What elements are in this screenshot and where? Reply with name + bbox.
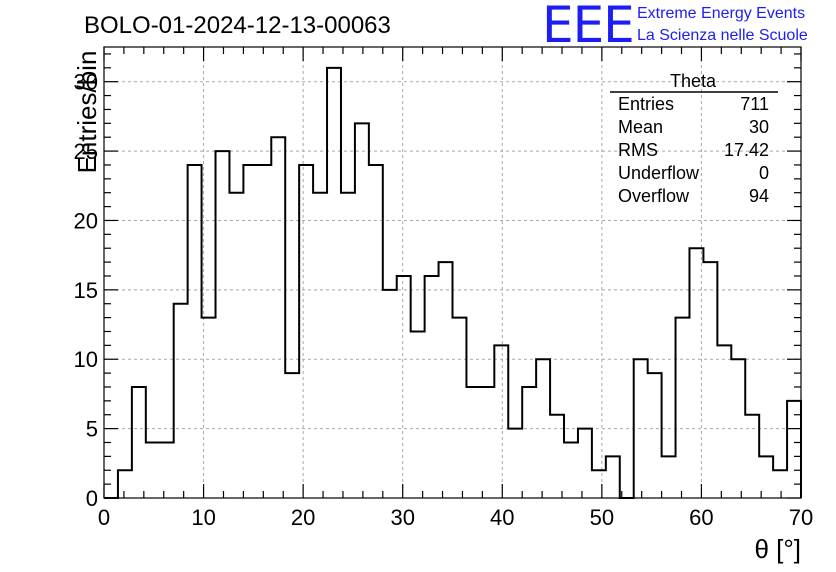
histogram-bin: [369, 165, 383, 498]
logo-text: EEE: [542, 0, 634, 54]
histogram-bin: [606, 456, 620, 498]
eee-logo: EEE Extreme Energy Events La Scienza nel…: [542, 0, 808, 54]
histogram-bin: [466, 387, 480, 498]
histogram-bin: [703, 262, 717, 498]
histogram-bin: [536, 359, 550, 498]
histogram-bin: [257, 165, 271, 498]
histogram-bin: [564, 442, 578, 498]
histogram-bin: [229, 193, 243, 498]
x-axis: 0 10 20 30 40 50 60 70: [98, 47, 813, 530]
histogram-bin: [118, 470, 132, 498]
histogram-bin: [174, 304, 188, 498]
histogram-bin: [341, 193, 355, 498]
histogram-bin: [202, 318, 216, 498]
histogram-bin: [397, 276, 411, 498]
x-tick-label: 10: [191, 505, 215, 530]
histogram-bin: [160, 442, 174, 498]
logo-line-1: Extreme Energy Events: [637, 5, 805, 22]
stats-row-value: 30: [749, 117, 769, 137]
histogram-bin: [676, 318, 690, 498]
histogram-bin: [494, 345, 508, 498]
histogram-bin: [550, 415, 564, 498]
histogram-bin: [522, 387, 536, 498]
histogram-bin: [383, 290, 397, 498]
stats-row-label: Underflow: [618, 163, 700, 183]
histogram-outline: [104, 66, 802, 499]
chart-title: BOLO-01-2024-12-13-00063: [84, 12, 391, 39]
histogram-bin: [689, 248, 703, 498]
histogram-bin: [327, 68, 341, 498]
histogram-bin: [578, 429, 592, 498]
histogram-bin: [355, 123, 369, 498]
stats-row-label: Entries: [618, 94, 674, 114]
histogram-bin: [731, 359, 745, 498]
histogram-bin: [285, 373, 299, 498]
x-axis-label: θ [°]: [754, 534, 801, 564]
y-tick-label: 15: [74, 278, 98, 303]
stats-row-value: 711: [740, 94, 769, 114]
y-tick-label: 5: [86, 417, 98, 442]
x-tick-label: 70: [789, 505, 813, 530]
histogram-bin: [439, 262, 453, 498]
histogram-bin: [745, 415, 759, 498]
y-axis-label: Entries/bin: [72, 51, 102, 174]
histogram-bin: [787, 401, 801, 498]
histogram-steps: [104, 66, 802, 499]
histogram-bin: [773, 470, 787, 498]
histogram-bin: [132, 387, 146, 498]
stats-row-value: 17.42: [724, 140, 769, 160]
histogram-bin: [188, 165, 202, 498]
histogram-bin: [313, 193, 327, 498]
histogram-bin: [592, 470, 606, 498]
histogram-bin: [453, 318, 467, 498]
stats-row-label: Overflow: [618, 186, 690, 206]
histogram-bin: [648, 373, 662, 498]
x-tick-label: 50: [590, 505, 614, 530]
stats-row-label: Mean: [618, 117, 663, 137]
histogram-bin: [480, 387, 494, 498]
stats-row-label: RMS: [618, 140, 658, 160]
x-tick-label: 60: [689, 505, 713, 530]
stats-box: Theta Entries 711 Mean 30 RMS 17.42 Underflow 0…: [610, 71, 778, 206]
x-tick-label: 0: [98, 505, 110, 530]
histogram-bin: [717, 345, 731, 498]
histogram-bin: [271, 137, 285, 498]
x-tick-label: 30: [390, 505, 414, 530]
y-tick-label: 0: [86, 486, 98, 511]
histogram-bin: [425, 276, 439, 498]
x-tick-label: 20: [291, 505, 315, 530]
stats-row-value: 94: [749, 186, 769, 206]
y-axis: 0 5 10 15 20 25 30: [74, 53, 801, 511]
histogram-bin: [662, 456, 676, 498]
y-tick-label: 20: [74, 208, 98, 233]
plot-frame: [103, 46, 802, 499]
histogram-bin: [508, 429, 522, 498]
logo-line-2: La Scienza nelle Scuole: [637, 27, 808, 44]
stats-row-value: 0: [759, 163, 769, 183]
histogram-bin: [411, 331, 425, 498]
histogram-bin: [243, 165, 257, 498]
y-tick-label: 10: [74, 347, 98, 372]
histogram-bin: [146, 442, 160, 498]
histogram-bin: [216, 151, 230, 498]
y-tick-label: 25: [74, 139, 98, 164]
histogram-bin: [634, 359, 648, 498]
histogram-bin: [299, 165, 313, 498]
y-tick-label: 30: [74, 70, 98, 95]
x-tick-label: 40: [490, 505, 514, 530]
stats-box-title: Theta: [670, 71, 717, 91]
